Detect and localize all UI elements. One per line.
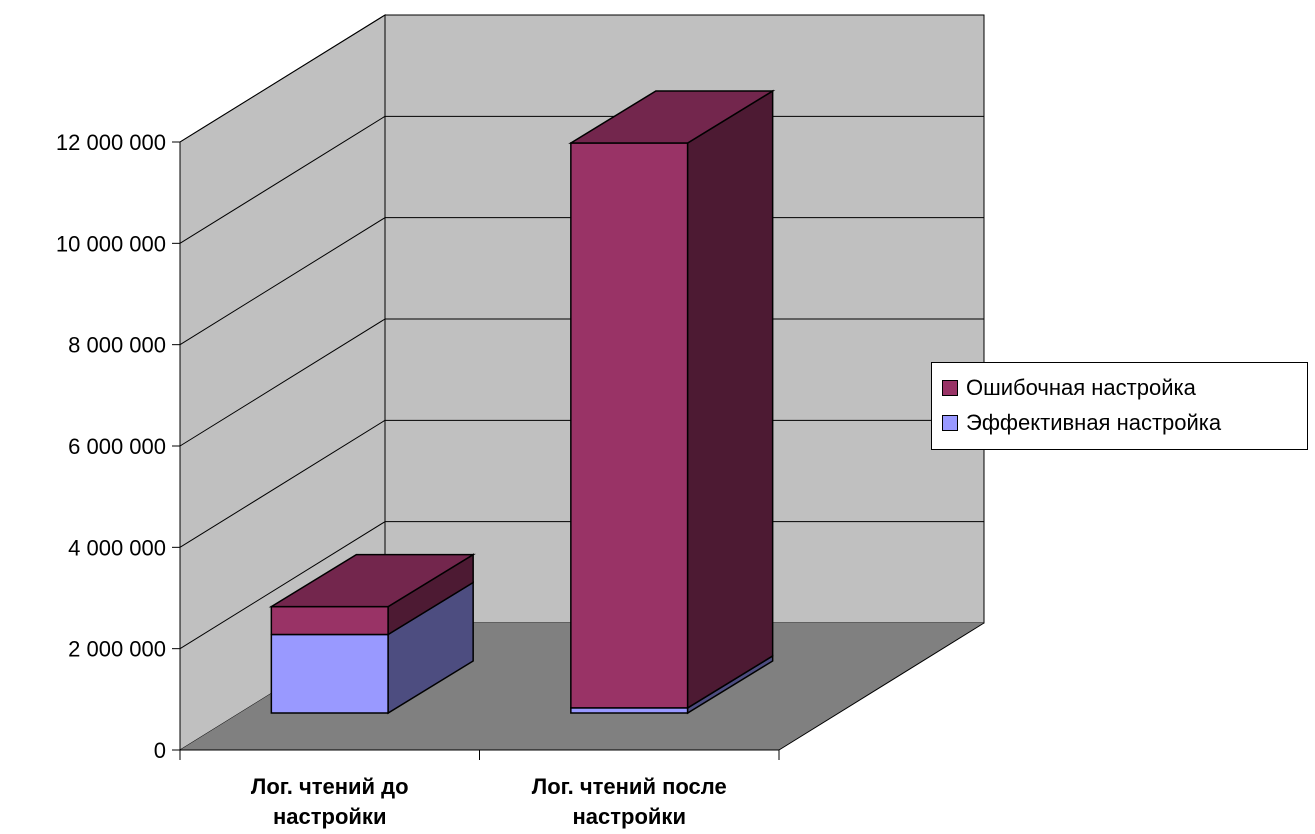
x-category-label-line: Лог. чтений после xyxy=(532,774,727,799)
bar-top xyxy=(568,90,776,144)
bar-segment xyxy=(568,89,776,710)
bar-front xyxy=(570,142,689,709)
y-tick-label: 8 000 000 xyxy=(68,333,166,358)
legend-item-error: Ошибочная настройка xyxy=(942,373,1196,403)
x-category-label-line: настройки xyxy=(573,804,686,829)
gridline-side xyxy=(179,14,386,143)
legend: Ошибочная настройка Эффективная настройк… xyxy=(931,362,1308,450)
x-category-label: Лог. чтений до настройки xyxy=(251,774,409,829)
legend-label-error: Ошибочная настройка xyxy=(966,375,1196,400)
y-tick-label: 6 000 000 xyxy=(68,434,166,459)
floor-edge xyxy=(778,622,985,751)
bar-side xyxy=(686,89,774,710)
gridline-side xyxy=(179,217,386,346)
bars xyxy=(268,89,776,715)
bar-segment xyxy=(270,581,474,715)
bar-front xyxy=(570,707,689,714)
gridline-side xyxy=(179,521,386,650)
legend-item-effective: Эффективная настройка xyxy=(942,408,1221,438)
bar-front xyxy=(270,605,389,636)
bar-top xyxy=(268,553,476,608)
y-tick-label: 2 000 000 xyxy=(68,637,166,662)
legend-swatch-effective xyxy=(942,415,958,431)
y-tick-label: 0 xyxy=(154,738,166,763)
x-category-label: Лог. чтений после настройки xyxy=(532,774,727,829)
y-tick-label: 10 000 000 xyxy=(56,231,166,256)
gridline-side xyxy=(179,115,386,244)
y-axis: 0 2 000 000 4 000 000 6 000 000 8 000 000 10 … xyxy=(56,130,181,763)
bar-front xyxy=(270,633,389,714)
legend-label-effective: Эффективная настройка xyxy=(966,410,1222,435)
bar-segment xyxy=(268,553,476,636)
gridline-side xyxy=(179,318,386,447)
y-tick-label: 4 000 000 xyxy=(68,535,166,560)
y-tick-label: 12 000 000 xyxy=(56,130,166,155)
x-category-label-line: Лог. чтений до xyxy=(251,774,409,799)
legend-swatch-error xyxy=(942,380,958,396)
gridline-side xyxy=(179,419,386,548)
x-category-label-line: настройки xyxy=(273,804,386,829)
